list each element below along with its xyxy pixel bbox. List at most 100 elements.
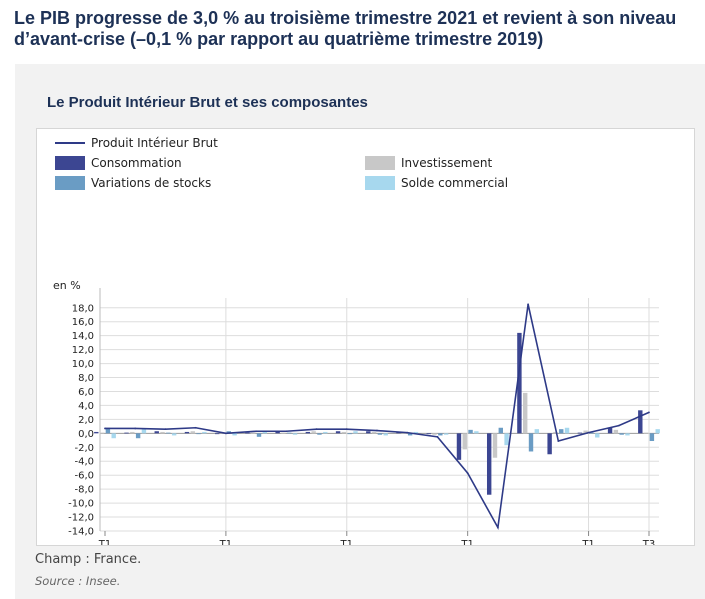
bar-investissement <box>613 429 619 434</box>
bar-consommation <box>154 431 159 434</box>
pib-point <box>224 432 227 435</box>
bar-solde-commercial <box>595 433 600 438</box>
bar-solde-commercial <box>141 429 147 434</box>
legend-label: Investissement <box>401 156 493 170</box>
legend-label: Variations de stocks <box>91 176 212 190</box>
legend-label: Solde commercial <box>401 176 509 190</box>
legend-line-swatch <box>55 142 85 144</box>
x-tick-quarter: T1 <box>98 539 111 545</box>
pib-point <box>285 430 288 433</box>
bar-consommation <box>305 431 311 434</box>
pib-line-layer <box>104 303 650 531</box>
pib-point <box>436 435 439 438</box>
bar-investissement <box>130 431 135 434</box>
bar-solde-commercial <box>262 431 268 434</box>
bar-solde-commercial <box>655 429 660 434</box>
pib-point <box>194 426 197 429</box>
pib-point <box>315 428 318 431</box>
y-tick-label: 18,0 <box>72 303 94 314</box>
y-tick-label: 8,0 <box>78 373 94 384</box>
legend-swatch <box>55 176 85 190</box>
bar-variations-de-stocks <box>256 433 262 437</box>
bar-investissement <box>371 431 377 434</box>
bar-consommation <box>638 410 643 434</box>
bar-consommation <box>94 431 99 434</box>
pib-point <box>557 440 560 442</box>
bar-variations-de-stocks <box>468 429 473 434</box>
bar-variations-de-stocks <box>649 433 655 442</box>
y-tick-label: -14,0 <box>68 527 94 538</box>
pib-point <box>527 303 530 306</box>
bar-consommation <box>335 431 341 434</box>
pib-point <box>406 431 409 434</box>
y-tick-label: -12,0 <box>68 513 94 524</box>
pib-point <box>496 526 499 529</box>
y-tick-label: -8,0 <box>74 485 94 496</box>
bar-consommation <box>607 427 613 434</box>
bar-consommation <box>184 431 190 434</box>
bar-consommation <box>275 431 280 434</box>
bar-variations-de-stocks <box>619 433 624 435</box>
gridlines <box>99 288 659 532</box>
bar-investissement <box>523 392 528 434</box>
bar-investissement <box>553 431 558 434</box>
pib-point <box>255 430 258 433</box>
bar-solde-commercial <box>292 433 298 435</box>
bar-solde-commercial <box>474 431 479 434</box>
bar-investissement <box>583 430 588 434</box>
bar-variations-de-stocks <box>166 432 171 434</box>
chart-source: Source : Insee. <box>35 574 121 588</box>
bar-investissement <box>311 431 316 434</box>
bar-solde-commercial <box>413 431 419 434</box>
bar-consommation <box>214 433 220 435</box>
pib-point <box>164 428 167 431</box>
pib-point <box>376 429 378 432</box>
legend-swatch <box>365 176 395 190</box>
bar-solde-commercial <box>534 429 540 434</box>
y-tick-label: 14,0 <box>72 331 94 342</box>
bar-solde-commercial <box>323 431 328 434</box>
bar-variations-de-stocks <box>377 433 383 435</box>
chart-plot: en % -14,0 -12,0 -10,0 -8,0 -6,0 -4,0 -2,0 0,0 2… <box>53 279 660 545</box>
bar-solde-commercial <box>111 433 116 439</box>
bar-investissement <box>643 432 649 434</box>
bar-solde-commercial <box>625 433 630 436</box>
bar-investissement <box>190 431 195 434</box>
bar-solde-commercial <box>202 431 207 434</box>
chart-panel: Le Produit Intérieur Brut et ses composa… <box>15 64 705 599</box>
bar-consommation <box>245 432 250 434</box>
y-axis-ticks: -14,0 -12,0 -10,0 -8,0 -6,0 -4,0 -2,0 0,0 2,0 4,0… <box>68 303 94 537</box>
y-axis-label: en % <box>53 279 81 292</box>
bar-investissement <box>462 433 467 450</box>
chart-container: Produit Intérieur Brut Consommation Vari… <box>36 128 695 546</box>
pib-point <box>617 424 620 427</box>
bar-variations-de-stocks <box>498 427 503 434</box>
bar-variations-de-stocks <box>559 429 564 434</box>
bar-consommation <box>426 433 431 435</box>
y-tick-label: -2,0 <box>74 443 94 454</box>
x-tick-quarter: T3 <box>642 539 655 545</box>
pib-point <box>345 428 348 431</box>
bar-investissement <box>432 433 437 435</box>
y-tick-label: 6,0 <box>78 387 94 398</box>
bar-variations-de-stocks <box>589 432 594 434</box>
x-tick-quarter: T1 <box>460 539 473 545</box>
bar-variations-de-stocks <box>196 433 201 435</box>
bar-investissement <box>281 432 286 434</box>
bar-consommation <box>517 332 522 434</box>
y-tick-label: -10,0 <box>68 499 94 510</box>
bar-variations-de-stocks <box>528 433 534 452</box>
bar-consommation <box>547 433 552 455</box>
bar-variations-de-stocks <box>407 433 413 436</box>
y-tick-label: 2,0 <box>78 415 94 426</box>
legend-swatch <box>55 156 85 170</box>
bar-solde-commercial <box>443 433 449 435</box>
x-axis: T12017T12018T12019T12020T12021T32021 <box>98 531 655 545</box>
bar-investissement <box>160 431 165 434</box>
pib-point <box>134 427 137 430</box>
bar-investissement <box>492 433 498 458</box>
bar-variations-de-stocks <box>105 427 111 434</box>
bar-solde-commercial <box>504 433 509 446</box>
y-tick-label: 12,0 <box>72 345 94 356</box>
legend-label: Produit Intérieur Brut <box>91 136 218 150</box>
